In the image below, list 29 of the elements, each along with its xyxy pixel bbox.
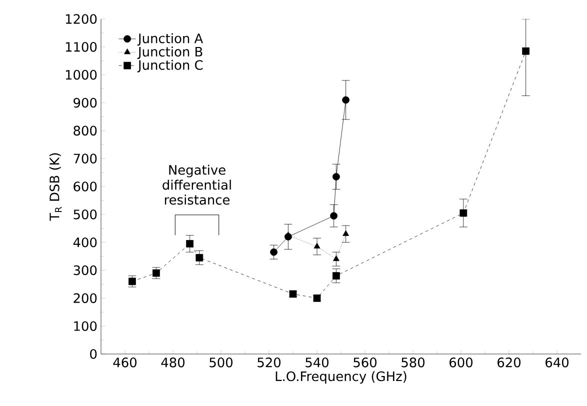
y-tick-label: 0: [90, 349, 97, 359]
y-tick-label: 600: [74, 182, 97, 192]
x-tick-label: 480: [161, 358, 184, 368]
y-tick-label: 1000: [66, 70, 97, 80]
y-tick-label: 800: [74, 126, 97, 136]
x-tick-label: 500: [210, 358, 232, 368]
y-tick-label: 1200: [66, 14, 97, 24]
y-tick-label: 400: [73, 237, 97, 248]
legend-label: Junction C: [137, 60, 203, 72]
x-tick-label: 460: [113, 358, 136, 368]
annotation: Negative differential resistance: [162, 164, 231, 205]
y-tick-label: 500: [74, 210, 97, 220]
y-tick-label: 200: [74, 293, 97, 304]
y-tick-label: 300: [74, 265, 97, 276]
y-axis-title: T$_{R}$ DSB (K): [49, 153, 62, 221]
x-tick-label: 600: [450, 358, 472, 368]
y-tick-label: 1100: [66, 42, 97, 52]
x-tick-label: 560: [354, 358, 376, 368]
y-tick-label: 900: [74, 98, 97, 108]
x-tick-label: 520: [258, 358, 280, 368]
x-tick-label: 640: [546, 358, 568, 368]
x-tick-label: 620: [498, 358, 520, 368]
x-tick-label: 540: [306, 358, 328, 368]
x-axis-title: L.O.Frequency (GHz): [276, 371, 406, 384]
legend-label: Junction B: [137, 46, 202, 59]
x-tick-label: 580: [402, 358, 424, 368]
y-tick-label: 700: [74, 154, 97, 164]
legend-label: Junction A: [137, 33, 204, 46]
y-tick-label: 100: [74, 321, 97, 331]
